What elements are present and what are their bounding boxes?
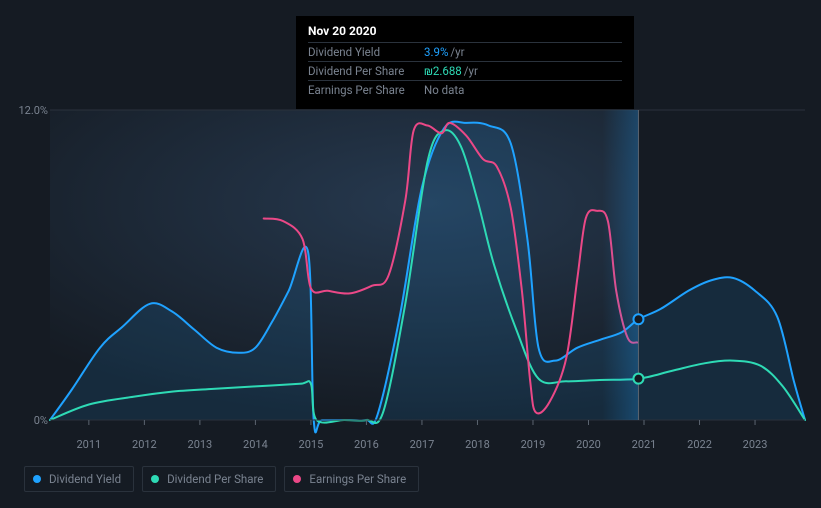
tooltip-row-label: Dividend Yield — [308, 45, 424, 59]
tooltip-row: Dividend Yield3.9% /yr — [308, 42, 622, 61]
x-tick: 2023 — [743, 438, 768, 451]
legend-dot-icon — [151, 475, 159, 483]
x-tick: 2018 — [465, 438, 490, 451]
plot-svg — [50, 110, 805, 420]
x-tick: 2021 — [632, 438, 657, 451]
tooltip-date: Nov 20 2020 — [308, 24, 622, 38]
x-tick: 2020 — [576, 438, 601, 451]
x-tick: 2015 — [299, 438, 324, 451]
x-tick: 2017 — [410, 438, 435, 451]
hover-tooltip: Nov 20 2020 Dividend Yield3.9% /yrDivide… — [296, 16, 634, 109]
legend-label: Earnings Per Share — [309, 472, 406, 486]
tooltip-row: Dividend Per Share₪2.688 /yr — [308, 61, 622, 80]
legend-dot-icon — [293, 475, 301, 483]
tooltip-row-value: 3.9% — [424, 45, 448, 59]
legend-dot-icon — [33, 475, 41, 483]
legend-item[interactable]: Dividend Yield — [24, 466, 134, 492]
x-tick: 2012 — [132, 438, 157, 451]
legend-item[interactable]: Earnings Per Share — [284, 466, 419, 492]
y-tick-bottom: 0% — [4, 414, 48, 427]
x-tick: 2011 — [76, 438, 101, 451]
tooltip-row-value: ₪2.688 — [424, 64, 462, 78]
tooltip-row-label: Earnings Per Share — [308, 83, 424, 97]
tooltip-row-suffix: /yr — [450, 45, 464, 59]
tooltip-row-suffix: /yr — [464, 64, 478, 78]
x-tick: 2019 — [521, 438, 546, 451]
tooltip-row-value: No data — [424, 83, 464, 97]
y-tick-top: 12.0% — [4, 104, 48, 117]
x-axis-labels: 2011 2012 2013 2014 2015 2016 2017 2018 2019 2020… — [0, 438, 821, 452]
chart-legend: Dividend Yield Dividend Per Share Earnings… — [24, 466, 419, 492]
tooltip-row: Earnings Per ShareNo data — [308, 80, 622, 99]
x-tick: 2014 — [243, 438, 268, 451]
x-tick: 2016 — [354, 438, 379, 451]
tooltip-row-label: Dividend Per Share — [308, 64, 424, 78]
x-tick: 2013 — [188, 438, 213, 451]
legend-label: Dividend Per Share — [167, 472, 263, 486]
legend-label: Dividend Yield — [49, 472, 121, 486]
x-tick: 2022 — [687, 438, 712, 451]
legend-item[interactable]: Dividend Per Share — [142, 466, 276, 492]
